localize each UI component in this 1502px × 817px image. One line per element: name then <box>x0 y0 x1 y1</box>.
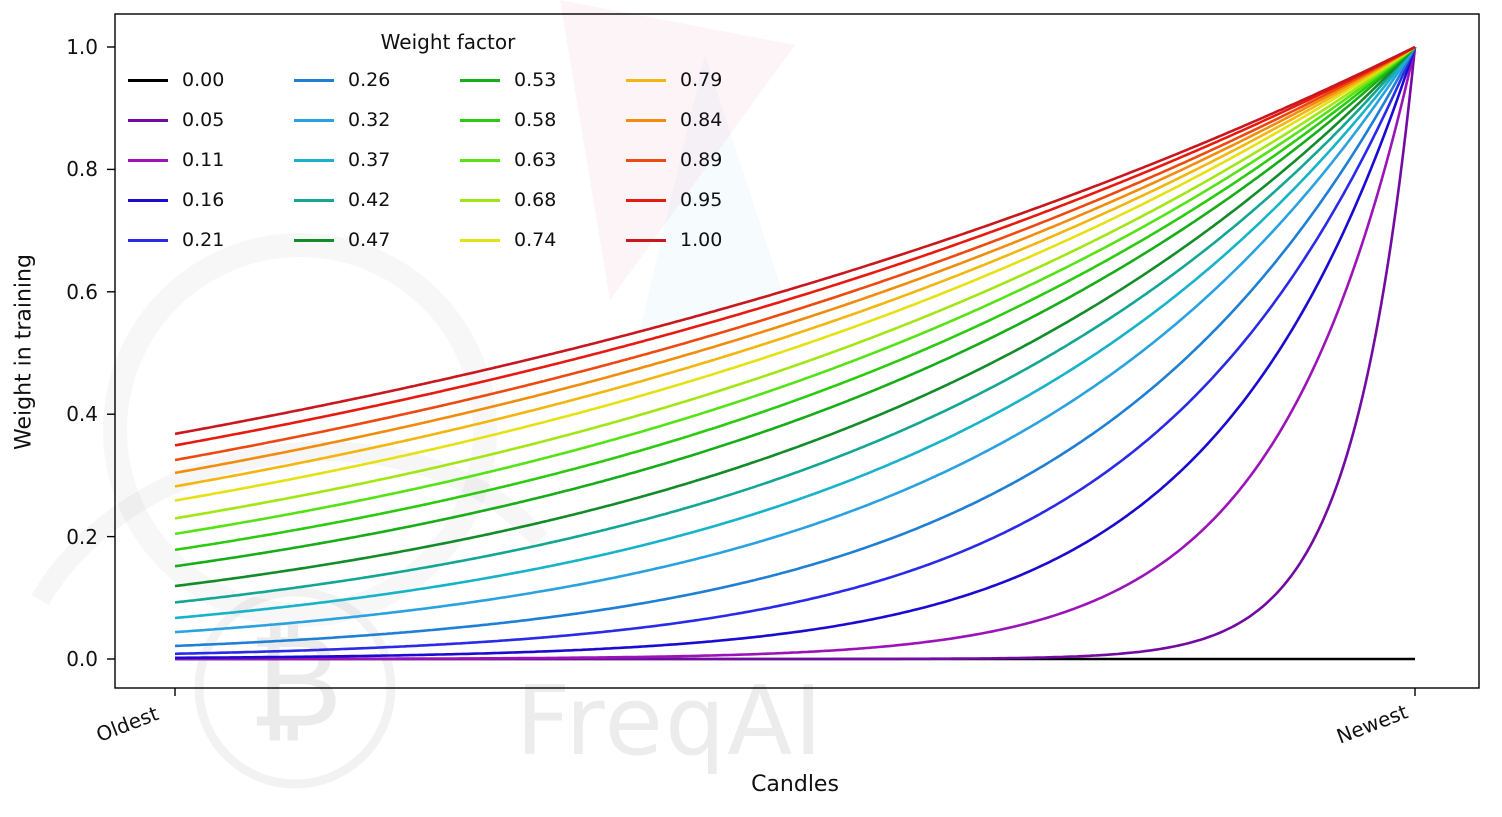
tick-marks-group <box>107 46 1416 696</box>
legend: Weight factor 0.00 0.05 0.11 0.16 0.21 0.26 0.… <box>128 30 792 260</box>
legend-entry: 0.16 <box>128 189 294 211</box>
legend-label: 0.37 <box>348 149 391 171</box>
legend-label: 0.21 <box>182 229 225 251</box>
legend-entry: 0.00 <box>128 69 294 91</box>
series-line-0.84 <box>174 45 1416 475</box>
legend-entry: 0.21 <box>128 229 294 251</box>
legend-grid: 0.00 0.05 0.11 0.16 0.21 0.26 0.32 0.37 0.42 0.47… <box>128 60 792 260</box>
legend-label: 0.47 <box>348 229 391 251</box>
legend-line-swatch <box>460 118 500 122</box>
legend-line-swatch <box>294 198 334 202</box>
legend-entry: 0.95 <box>626 189 792 211</box>
legend-label: 0.00 <box>182 69 225 91</box>
legend-line-swatch <box>626 198 666 202</box>
series-line-1.00 <box>174 45 1416 436</box>
series-line-0.53 <box>174 46 1416 568</box>
legend-label: 0.05 <box>182 109 225 131</box>
series-line-0.95 <box>174 45 1416 447</box>
legend-label: 0.11 <box>182 149 225 171</box>
legend-label: 0.16 <box>182 189 225 211</box>
axes-frame <box>114 13 1480 689</box>
legend-entry: 0.63 <box>460 149 626 171</box>
legend-label: 0.26 <box>348 69 391 91</box>
series-line-0.58 <box>174 46 1416 552</box>
legend-label: 0.32 <box>348 109 391 131</box>
legend-line-swatch <box>294 78 334 82</box>
legend-entry: 0.47 <box>294 229 460 251</box>
series-line-0.11 <box>175 46 1417 661</box>
legend-title: Weight factor <box>380 30 516 54</box>
freqai-watermark-text: FreqAI <box>515 667 825 777</box>
series-line-0.16 <box>175 46 1417 660</box>
legend-line-swatch <box>294 238 334 242</box>
legend-entry: 0.58 <box>460 109 626 131</box>
legend-entry: 0.84 <box>626 109 792 131</box>
legend-label: 1.00 <box>680 229 723 251</box>
legend-entry: 0.42 <box>294 189 460 211</box>
legend-line-swatch <box>294 118 334 122</box>
series-line-0.26 <box>174 46 1417 648</box>
legend-label: 0.89 <box>680 149 723 171</box>
legend-label: 0.58 <box>514 109 557 131</box>
legend-entry: 1.00 <box>626 229 792 251</box>
legend-line-swatch <box>460 158 500 162</box>
legend-entry: 0.32 <box>294 109 460 131</box>
series-line-0.42 <box>174 46 1416 604</box>
legend-line-swatch <box>128 158 168 162</box>
legend-entry: 0.89 <box>626 149 792 171</box>
series-line-0.37 <box>174 46 1417 620</box>
legend-line-swatch <box>626 118 666 122</box>
legend-label: 0.42 <box>348 189 391 211</box>
series-line-0.68 <box>174 45 1416 520</box>
legend-entry: 0.11 <box>128 149 294 171</box>
watermark-pink-leaf <box>560 0 795 300</box>
legend-line-swatch <box>460 78 500 82</box>
legend-line-swatch <box>128 198 168 202</box>
legend-line-swatch <box>128 238 168 242</box>
legend-label: 0.68 <box>514 189 557 211</box>
legend-label: 0.74 <box>514 229 557 251</box>
series-line-0.63 <box>174 45 1416 536</box>
watermark-blue-leaf <box>640 55 785 330</box>
series-line-0.74 <box>174 45 1416 502</box>
series-line-0.21 <box>174 46 1417 656</box>
legend-line-swatch <box>128 78 168 82</box>
legend-line-swatch <box>626 78 666 82</box>
series-line-0.89 <box>174 45 1416 462</box>
series-line-0.79 <box>174 45 1416 488</box>
legend-entry: 0.79 <box>626 69 792 91</box>
legend-entry: 0.53 <box>460 69 626 91</box>
legend-line-swatch <box>460 238 500 242</box>
legend-line-swatch <box>626 158 666 162</box>
legend-label: 0.79 <box>680 69 723 91</box>
legend-line-swatch <box>128 118 168 122</box>
series-line-0.32 <box>174 46 1417 634</box>
legend-label: 0.63 <box>514 149 557 171</box>
legend-entry: 0.37 <box>294 149 460 171</box>
legend-line-swatch <box>294 158 334 162</box>
curves-group <box>174 45 1417 661</box>
legend-entry: 0.74 <box>460 229 626 251</box>
legend-label: 0.95 <box>680 189 723 211</box>
legend-line-swatch <box>460 198 500 202</box>
legend-entry: 0.68 <box>460 189 626 211</box>
legend-entry: 0.05 <box>128 109 294 131</box>
bitcoin-watermark-icon: ₿ <box>247 607 343 757</box>
series-line-0.47 <box>174 46 1416 588</box>
legend-line-swatch <box>626 238 666 242</box>
legend-label: 0.53 <box>514 69 557 91</box>
legend-entry: 0.26 <box>294 69 460 91</box>
legend-label: 0.84 <box>680 109 723 131</box>
